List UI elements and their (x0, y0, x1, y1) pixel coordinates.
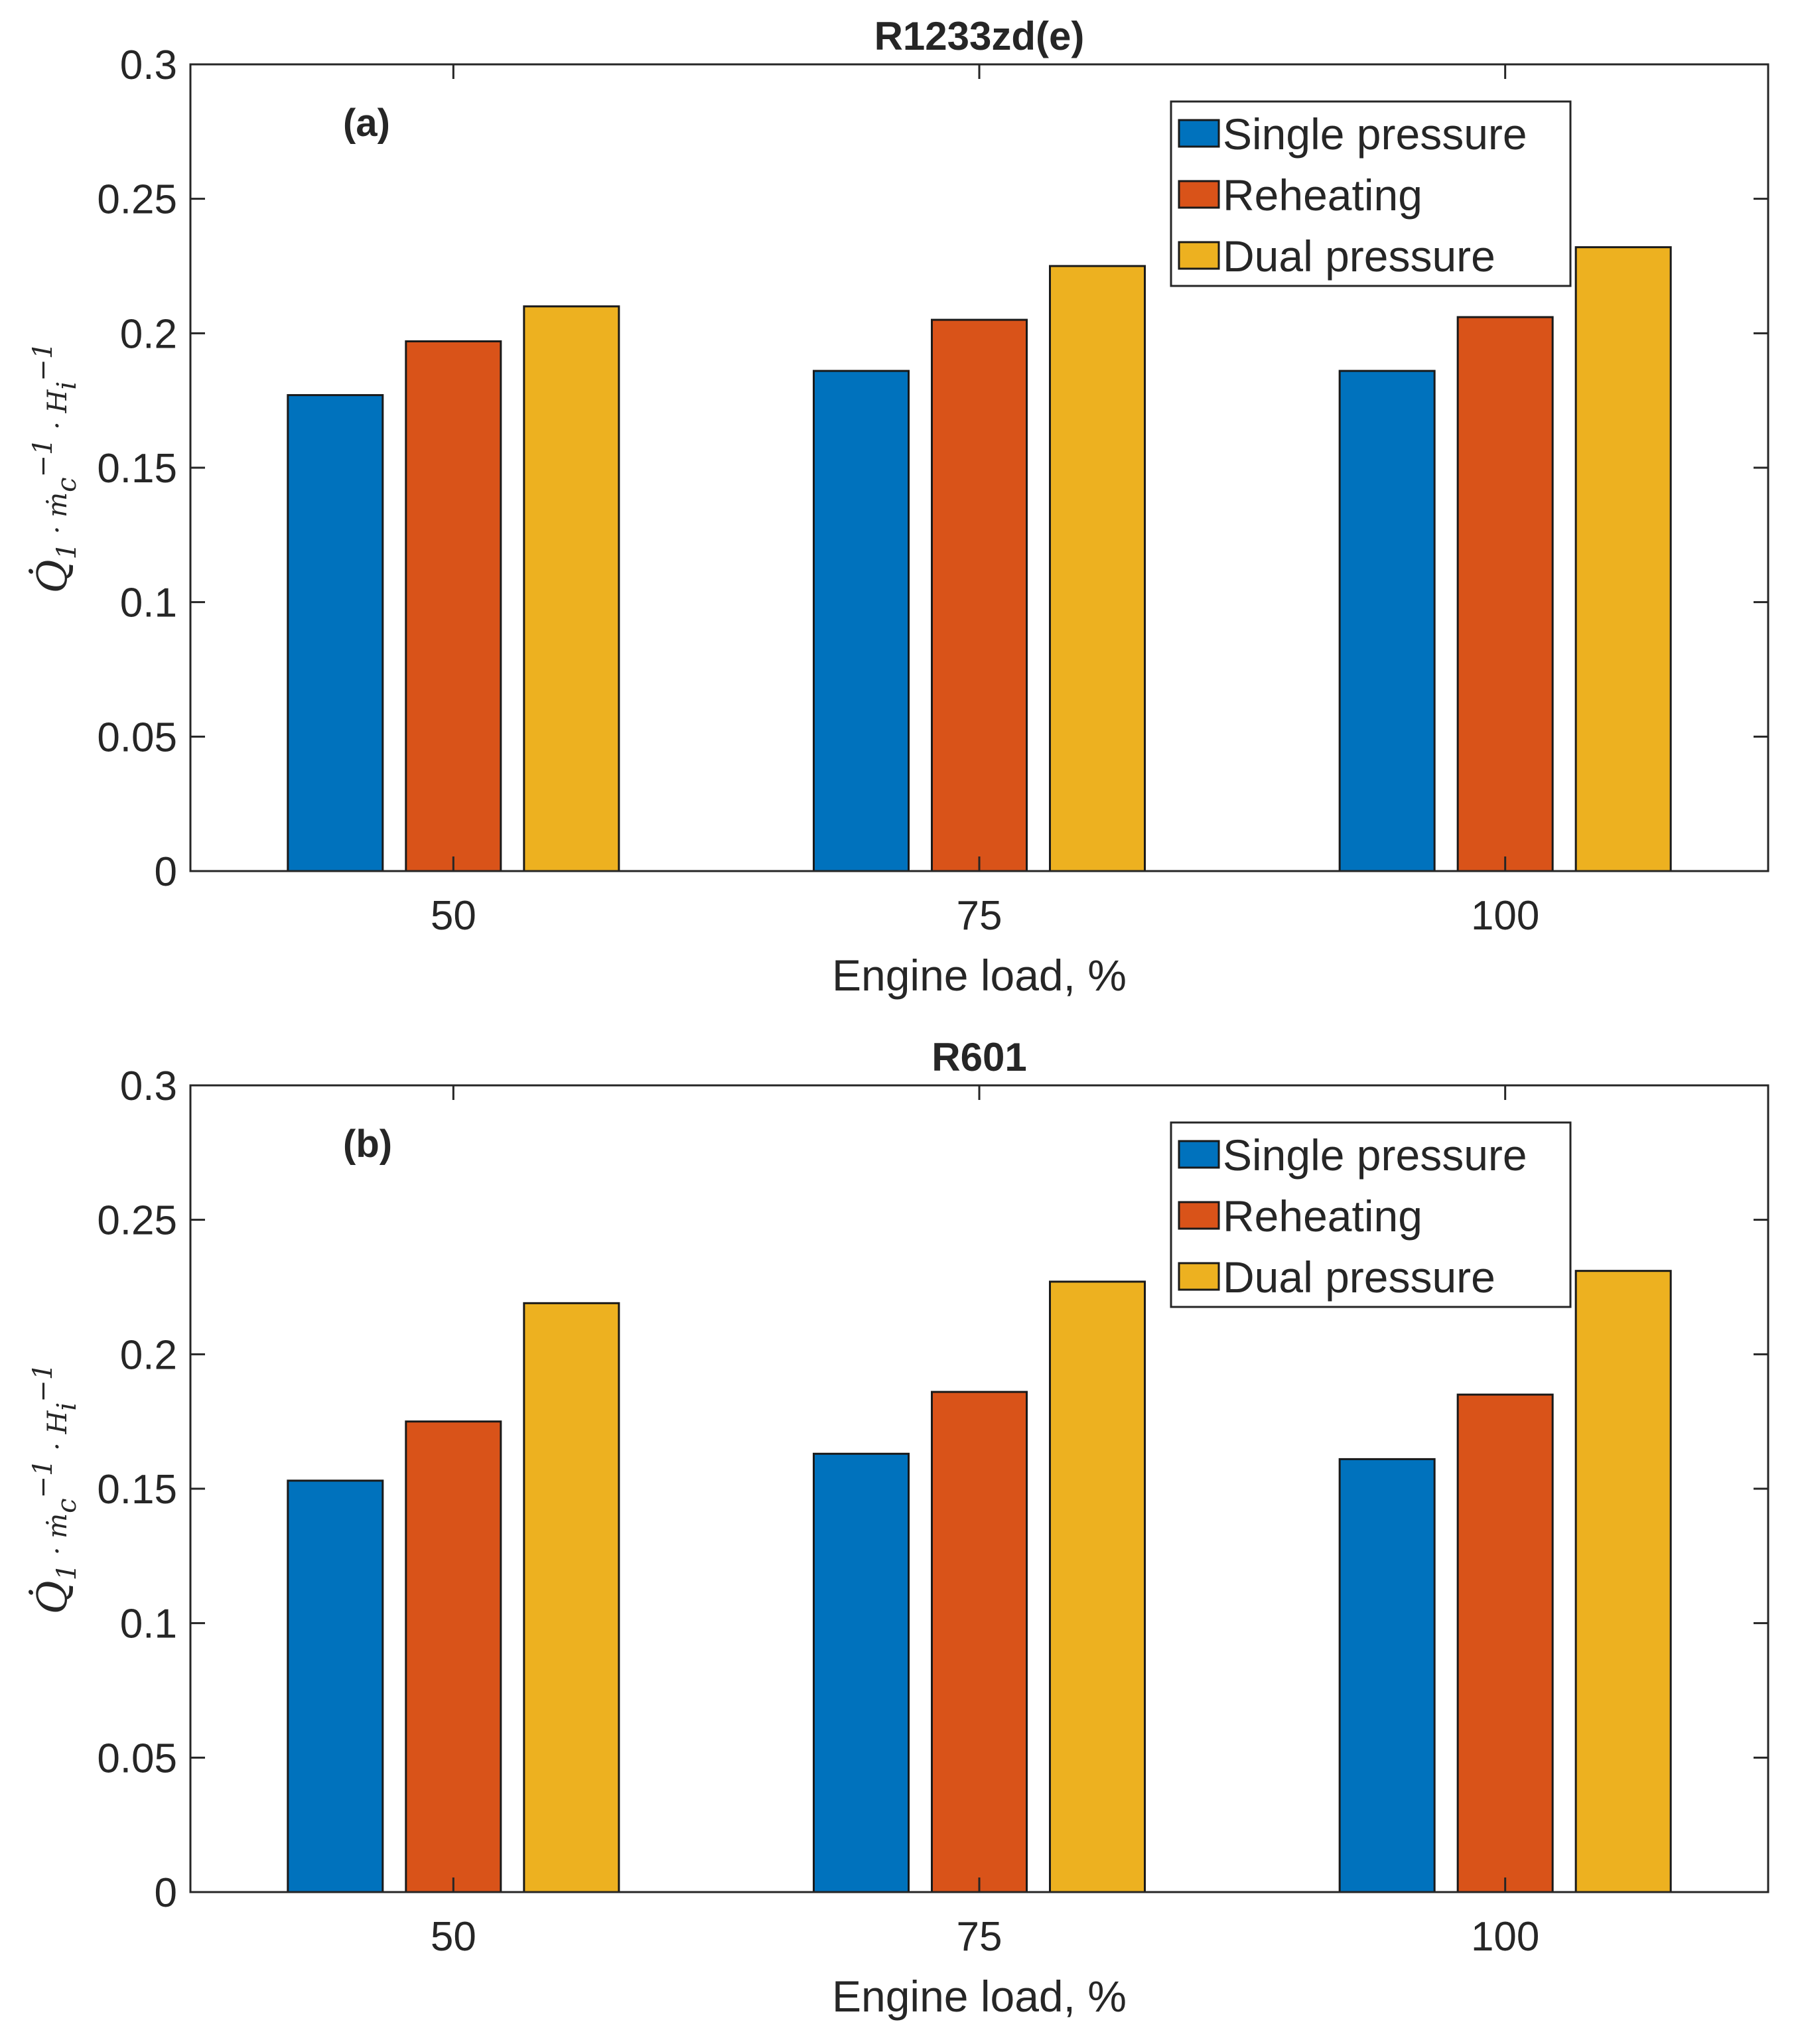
panel-label: (b) (343, 1123, 392, 1166)
bar-single-pressure-75 (813, 370, 910, 872)
y-axis-title: Q̇1 · ṁc−1 · Hi−1 (28, 1363, 82, 1615)
bar-reheating-50 (405, 1420, 502, 1893)
y-tick-label: 0.05 (97, 715, 177, 760)
legend-label: Single pressure (1223, 1130, 1527, 1180)
y-tick-label: 0.3 (120, 1063, 177, 1109)
bar-dual-pressure-100 (1574, 246, 1672, 872)
y-tick-label: 0.1 (120, 580, 177, 626)
x-tick-label: 75 (957, 1914, 1003, 1960)
chart-title: R1233zd(e) (874, 14, 1085, 58)
y-tick-label: 0.2 (120, 1332, 177, 1378)
y-tick-label: 0 (155, 849, 177, 895)
chart-panel-a: 0 0.05 0.1 0.15 0.2 0.25 0.3 50 75 100 R1233zd(e)… (28, 14, 1769, 1000)
legend-label: Single pressure (1223, 109, 1527, 159)
legend-label: Reheating (1223, 170, 1422, 220)
bar-reheating-100 (1456, 316, 1554, 872)
chart-panel-b: 0 0.05 0.1 0.15 0.2 0.25 0.3 50 75 100 R601 (b) E… (28, 1035, 1769, 2021)
legend: Single pressure Reheating Dual pressure (1170, 100, 1572, 287)
y-tick-label: 0.25 (97, 177, 177, 223)
legend: Single pressure Reheating Dual pressure (1170, 1121, 1572, 1308)
axis-ticks: 0 0.05 0.1 0.15 0.2 0.25 0.3 50 75 100 (97, 1063, 1768, 1960)
legend-swatch (1178, 180, 1220, 209)
bar-reheating-100 (1456, 1393, 1554, 1893)
bar-reheating-75 (931, 318, 1028, 872)
x-tick-label: 50 (431, 893, 476, 939)
y-axis-title: Q̇1 · ṁc−1 · Hi−1 (28, 342, 82, 594)
axis-ticks: 0 0.05 0.1 0.15 0.2 0.25 0.3 50 75 100 (97, 42, 1768, 939)
bar-dual-pressure-50 (523, 305, 620, 872)
legend-box (1170, 1121, 1572, 1308)
bars (287, 246, 1672, 872)
panel-label: (a) (343, 102, 390, 145)
legend-box (1170, 100, 1572, 287)
legend-swatch (1178, 119, 1220, 148)
bar-single-pressure-50 (287, 1479, 384, 1893)
y-tick-label: 0.2 (120, 311, 177, 357)
legend-swatch (1178, 241, 1220, 270)
bar-reheating-75 (931, 1391, 1028, 1893)
y-tick-label: 0 (155, 1870, 177, 1916)
x-axis-title: Engine load, % (832, 951, 1127, 1000)
y-tick-label: 0.15 (97, 446, 177, 492)
y-tick-label: 0.25 (97, 1198, 177, 1244)
legend-swatch (1178, 1201, 1220, 1230)
x-tick-label: 100 (1471, 1914, 1539, 1960)
legend-label: Reheating (1223, 1192, 1422, 1241)
y-tick-label: 0.05 (97, 1736, 177, 1781)
bar-dual-pressure-100 (1574, 1270, 1672, 1893)
legend-swatch (1178, 1262, 1220, 1291)
y-tick-label: 0.1 (120, 1601, 177, 1647)
bar-single-pressure-100 (1338, 1458, 1436, 1893)
x-tick-label: 100 (1471, 893, 1539, 939)
x-tick-label: 75 (957, 893, 1003, 939)
bar-reheating-50 (405, 340, 502, 872)
y-tick-label: 0.3 (120, 42, 177, 88)
bar-dual-pressure-75 (1049, 265, 1146, 872)
bar-dual-pressure-50 (523, 1302, 620, 1893)
x-axis-title: Engine load, % (832, 1972, 1127, 2021)
x-tick-label: 50 (431, 1914, 476, 1960)
y-tick-label: 0.15 (97, 1467, 177, 1513)
bar-single-pressure-100 (1338, 370, 1436, 872)
bar-single-pressure-75 (813, 1452, 910, 1893)
legend-swatch (1178, 1140, 1220, 1169)
legend-label: Dual pressure (1223, 1253, 1495, 1302)
chart-title: R601 (932, 1035, 1026, 1079)
legend-label: Dual pressure (1223, 232, 1495, 281)
bar-dual-pressure-75 (1049, 1280, 1146, 1893)
bar-single-pressure-50 (287, 394, 384, 872)
